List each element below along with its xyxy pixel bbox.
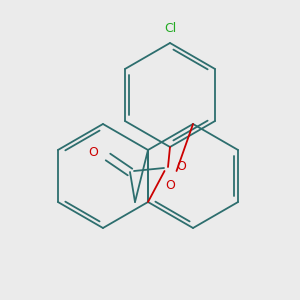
Text: Cl: Cl bbox=[164, 22, 176, 35]
Text: O: O bbox=[88, 146, 98, 160]
Text: O: O bbox=[176, 160, 186, 173]
Text: O: O bbox=[166, 179, 176, 192]
